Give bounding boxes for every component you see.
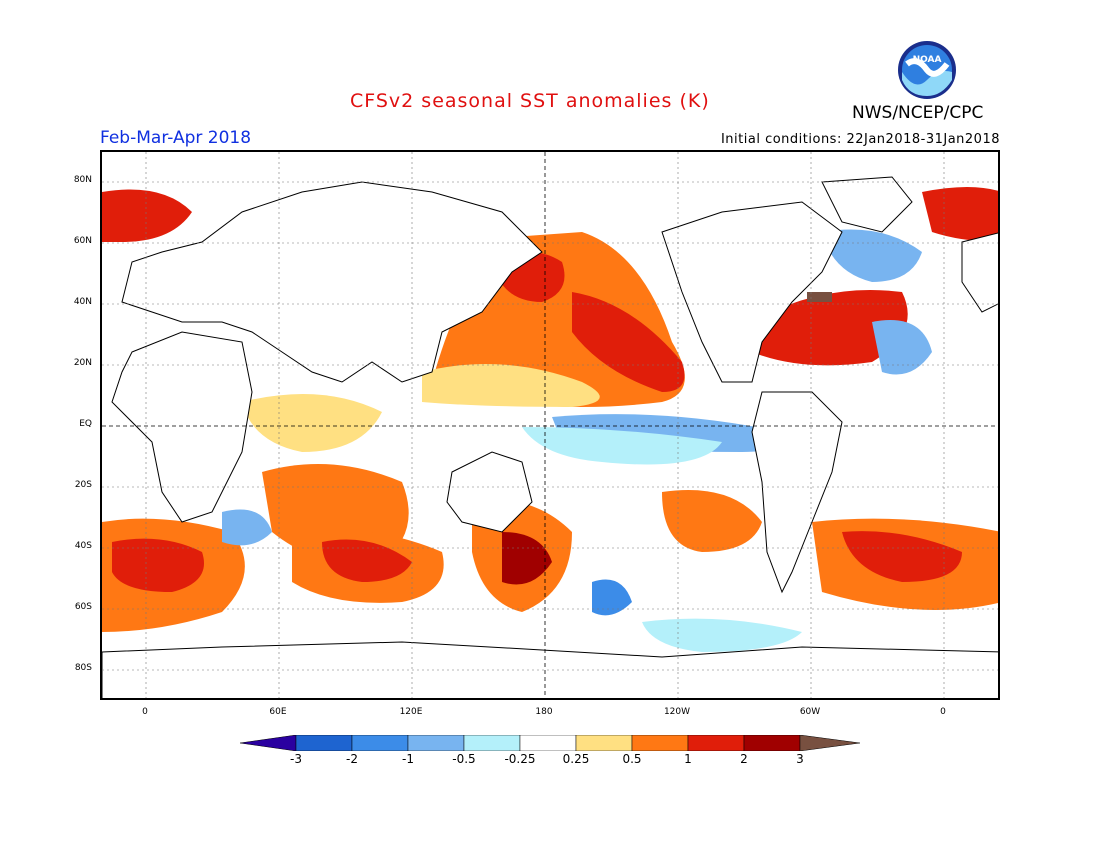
mild-warm-subtropical-pacific: [422, 364, 600, 407]
legend-label: 0.25: [562, 752, 590, 766]
cold-band-antarctic-pacific: [642, 618, 802, 652]
mild-warm-indian-ocean: [242, 394, 382, 452]
lon-label: 60W: [799, 707, 821, 717]
warm-core-south-atlantic-east: [842, 531, 962, 582]
legend-swatch: [351, 735, 409, 751]
legend-swatch: [743, 735, 801, 751]
lon-label: 120E: [399, 707, 423, 717]
lon-label: 60E: [269, 707, 287, 717]
initial-conditions: Initial conditions: 22Jan2018-31Jan2018: [720, 132, 1000, 147]
legend-swatch: [407, 735, 465, 751]
continent-north-america: [661, 201, 843, 383]
continent-eurasia: [121, 181, 543, 383]
warm-patch-greenland-sea: [922, 187, 998, 242]
warm-band-northeast-pacific: [572, 292, 685, 392]
lon-label: 120W: [663, 707, 691, 717]
legend-label: 3: [796, 752, 804, 766]
reference-lines: [102, 152, 998, 698]
legend-label: 0.5: [622, 752, 642, 766]
noaa-logo-icon: NOAA: [897, 40, 957, 100]
legend-label: -3: [290, 752, 302, 766]
warm-band-south-pacific: [662, 490, 762, 552]
warm-core-southern-indian: [322, 539, 412, 582]
lat-label: 40N: [73, 297, 92, 307]
color-legend-bar: [240, 735, 860, 751]
max-warm-patch-gulf-stream: [807, 292, 832, 302]
continent-greenland: [821, 176, 913, 233]
continent-antarctica: [102, 641, 998, 698]
legend-swatch: [631, 735, 689, 751]
lon-label: 0: [142, 707, 148, 717]
legend-label: -0.5: [452, 752, 476, 766]
graticule: [102, 152, 998, 698]
lon-label: 180: [535, 707, 553, 717]
organization-label: NWS/NCEP/CPC: [852, 103, 984, 123]
legend-swatch: [575, 735, 633, 751]
lon-label: 0: [940, 707, 946, 717]
legend-label: -0.25: [504, 752, 536, 766]
legend-swatch: [295, 735, 353, 751]
lat-label: 60N: [73, 236, 92, 246]
cold-region-north-atlantic: [822, 229, 922, 282]
legend-label: -1: [402, 752, 414, 766]
lat-label: 20S: [74, 480, 92, 490]
legend-swatch: [519, 735, 577, 751]
continent-europe-east-edge: [961, 232, 998, 313]
warm-core-southern-atlantic: [112, 538, 204, 592]
legend-swatch: [463, 735, 521, 751]
continent-australia: [446, 451, 533, 533]
lat-label: 40S: [74, 541, 92, 551]
lat-label: EQ: [79, 419, 92, 429]
sst-anomaly-map: [100, 150, 1000, 700]
cold-region-tropical-atlantic: [872, 320, 932, 375]
continents: [102, 176, 998, 698]
continent-south-america: [751, 391, 843, 594]
cold-patch-southeast-pacific: [592, 579, 632, 616]
lat-label: 80N: [73, 175, 92, 185]
map-canvas: [102, 152, 998, 698]
legend-swatch-max: [799, 735, 860, 751]
cold-patch-indian: [222, 509, 272, 546]
lat-label: 80S: [74, 663, 92, 673]
warm-core-tasman: [502, 532, 552, 585]
light-cold-equatorial-pacific: [522, 427, 722, 465]
continent-africa: [111, 331, 253, 523]
lat-label: 20N: [73, 358, 92, 368]
legend-label: 2: [740, 752, 748, 766]
warm-region-north-atlantic: [752, 290, 908, 366]
anomaly-fields: [102, 187, 998, 652]
legend-label: 1: [684, 752, 692, 766]
warm-patch-barents: [102, 189, 192, 242]
lat-label: 60S: [74, 602, 92, 612]
noaa-logo-text: NOAA: [913, 55, 942, 65]
legend-swatch: [687, 735, 745, 751]
legend-label: -2: [346, 752, 358, 766]
legend-swatch-min: [240, 735, 297, 751]
forecast-period: Feb-Mar-Apr 2018: [100, 128, 252, 148]
map-title: CFSv2 seasonal SST anomalies (K): [350, 90, 710, 112]
